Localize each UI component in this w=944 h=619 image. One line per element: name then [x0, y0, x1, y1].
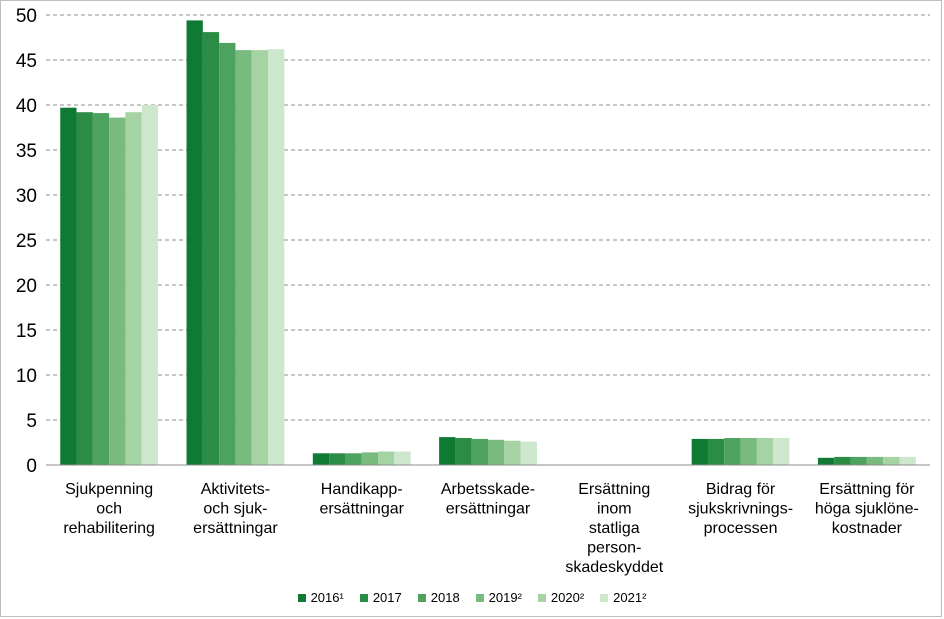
bar-0-1	[186, 20, 203, 466]
bar-4-3	[504, 440, 521, 465]
category-label-line: ersättningar	[446, 501, 531, 518]
legend-item: 2018	[417, 590, 460, 605]
category-label-line: höga sjuklöne-	[815, 501, 919, 518]
bar-1-1	[202, 32, 220, 465]
category-label-line: rehabilitering	[63, 520, 155, 537]
legend-label: 2016¹	[310, 590, 344, 605]
y-tick-label: 40	[16, 96, 37, 117]
category-label: Bidrag för sjukskrivnings-processen	[688, 481, 793, 537]
bar-1-0	[76, 112, 93, 465]
category-label-line: ersättningar	[319, 501, 404, 518]
y-tick-label: 30	[16, 186, 37, 207]
category-label: Ersättning inom statliga person-skadeskydde…	[565, 481, 663, 576]
bar-3-6	[866, 456, 884, 465]
y-tick-label: 10	[16, 366, 37, 387]
category-label-line: Aktivitets-	[201, 481, 270, 498]
legend-item: 2016¹	[297, 590, 344, 605]
bar-5-1	[268, 49, 285, 465]
y-tick-label: 0	[26, 456, 37, 477]
bar-1-3	[455, 438, 472, 465]
legend-swatch	[600, 593, 609, 602]
category-label-line: Arbetsskade-	[441, 481, 535, 498]
bar-0-5	[691, 438, 708, 465]
category-label-line: person-	[587, 540, 641, 557]
bar-2-2	[345, 453, 362, 465]
legend-label: 2021²	[613, 590, 647, 605]
legend-swatch	[417, 593, 426, 602]
y-tick-label: 20	[16, 276, 37, 297]
y-tick-label: 5	[26, 411, 37, 432]
category-label-line: ersättningar	[193, 520, 278, 537]
category-label: Ersättning för höga sjuklöne-kostnader	[815, 481, 919, 537]
legend-swatch	[537, 593, 546, 602]
bar-2-5	[724, 438, 741, 465]
legend-label: 2020²	[550, 590, 585, 605]
bar-1-5	[707, 438, 725, 465]
category-label-line: och sjuk-	[203, 501, 267, 518]
bar-4-2	[378, 451, 395, 465]
bar-5-5	[773, 438, 790, 465]
legend-item: 2020²	[537, 590, 585, 605]
legend-swatch	[359, 593, 368, 602]
bar-1-6	[834, 456, 851, 465]
bar-4-1	[251, 50, 269, 465]
category-label-line: Ersättning för	[819, 481, 915, 498]
category-label-line: Sjukpenning	[65, 481, 153, 498]
category-label-line: Bidrag för	[706, 481, 776, 498]
category-label: Arbetsskade-ersättningar	[441, 481, 535, 518]
category-label-line: och	[96, 501, 122, 518]
bar-2-1	[219, 42, 236, 466]
y-tick-label: 45	[16, 51, 37, 72]
legend-label: 2017	[372, 590, 402, 605]
y-tick-label: 25	[16, 231, 37, 252]
bar-5-6	[899, 456, 916, 465]
y-tick-label: 35	[16, 141, 37, 162]
category-label-line: sjukskrivnings-	[688, 501, 793, 518]
bar-3-2	[361, 452, 379, 465]
bar-2-3	[471, 438, 488, 465]
legend-item: 2017	[359, 590, 402, 605]
bar-5-2	[394, 451, 411, 465]
bar-3-3	[488, 439, 505, 465]
category-label-line: Ersättning	[578, 481, 650, 498]
legend: 2016¹ 2017 2018 2019² 2020² 2021²	[0, 590, 944, 605]
legend-label: 2018	[430, 590, 460, 605]
category-label-line: statliga	[589, 520, 640, 537]
legend-item: 2021²	[600, 590, 646, 605]
category-label-line: processen	[704, 520, 778, 537]
category-label: Handikapp-ersättningar	[319, 481, 404, 518]
bar-3-1	[235, 50, 252, 465]
bar-1-2	[329, 453, 346, 465]
legend-swatch	[475, 593, 484, 602]
category-label-line: Handikapp-	[321, 481, 403, 498]
bar-0-3	[439, 437, 456, 465]
y-tick-label: 15	[16, 321, 37, 342]
bar-4-5	[756, 438, 774, 465]
bar-5-3	[520, 441, 537, 465]
bar-4-6	[883, 456, 900, 465]
bar-2-6	[850, 456, 867, 465]
bar-3-0	[109, 117, 126, 465]
category-label-line: skadeskyddet	[565, 559, 663, 576]
bar-5-0	[141, 105, 159, 465]
category-label: Sjukpenning och rehabilitering	[63, 481, 155, 537]
bar-0-6	[817, 457, 835, 465]
y-tick-label: 50	[16, 6, 37, 27]
bar-0-2	[312, 453, 330, 465]
category-label-line: kostnader	[832, 520, 903, 537]
category-label-line: inom	[597, 501, 632, 518]
category-label: Aktivitets-och sjuk-ersättningar	[193, 481, 278, 537]
legend-label: 2019²	[488, 590, 522, 605]
bar-4-0	[125, 112, 142, 465]
bar-3-5	[740, 438, 757, 465]
bar-chart: 0 5 10 15 20 25 30 35 40 45 50 Sjukpenning och rehabi…	[16, 6, 930, 576]
bar-2-0	[92, 113, 110, 465]
legend-swatch	[297, 593, 306, 602]
bar-0-0	[60, 107, 77, 465]
legend-item: 2019²	[475, 590, 522, 605]
